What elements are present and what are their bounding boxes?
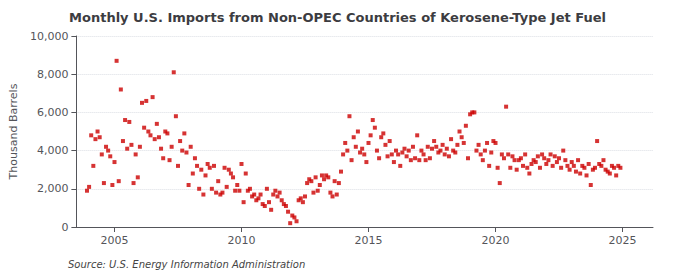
svg-text:2015: 2015 [355, 234, 383, 247]
svg-text:Monthly U.S. Imports from Non-: Monthly U.S. Imports from Non-OPEC Count… [69, 10, 606, 25]
svg-text:4,000: 4,000 [37, 144, 69, 157]
svg-text:Source: U.S. Energy Informatio: Source: U.S. Energy Information Administ… [68, 259, 305, 270]
svg-text:6,000: 6,000 [37, 106, 69, 119]
svg-text:Thousand Barrels: Thousand Barrels [7, 83, 20, 180]
svg-text:2020: 2020 [482, 234, 510, 247]
svg-text:2,000: 2,000 [37, 182, 69, 195]
svg-text:2010: 2010 [227, 234, 255, 247]
svg-text:8,000: 8,000 [37, 68, 69, 81]
svg-text:10,000: 10,000 [30, 30, 69, 43]
svg-text:0: 0 [61, 221, 68, 234]
svg-text:2005: 2005 [100, 234, 128, 247]
svg-text:2025: 2025 [609, 234, 637, 247]
